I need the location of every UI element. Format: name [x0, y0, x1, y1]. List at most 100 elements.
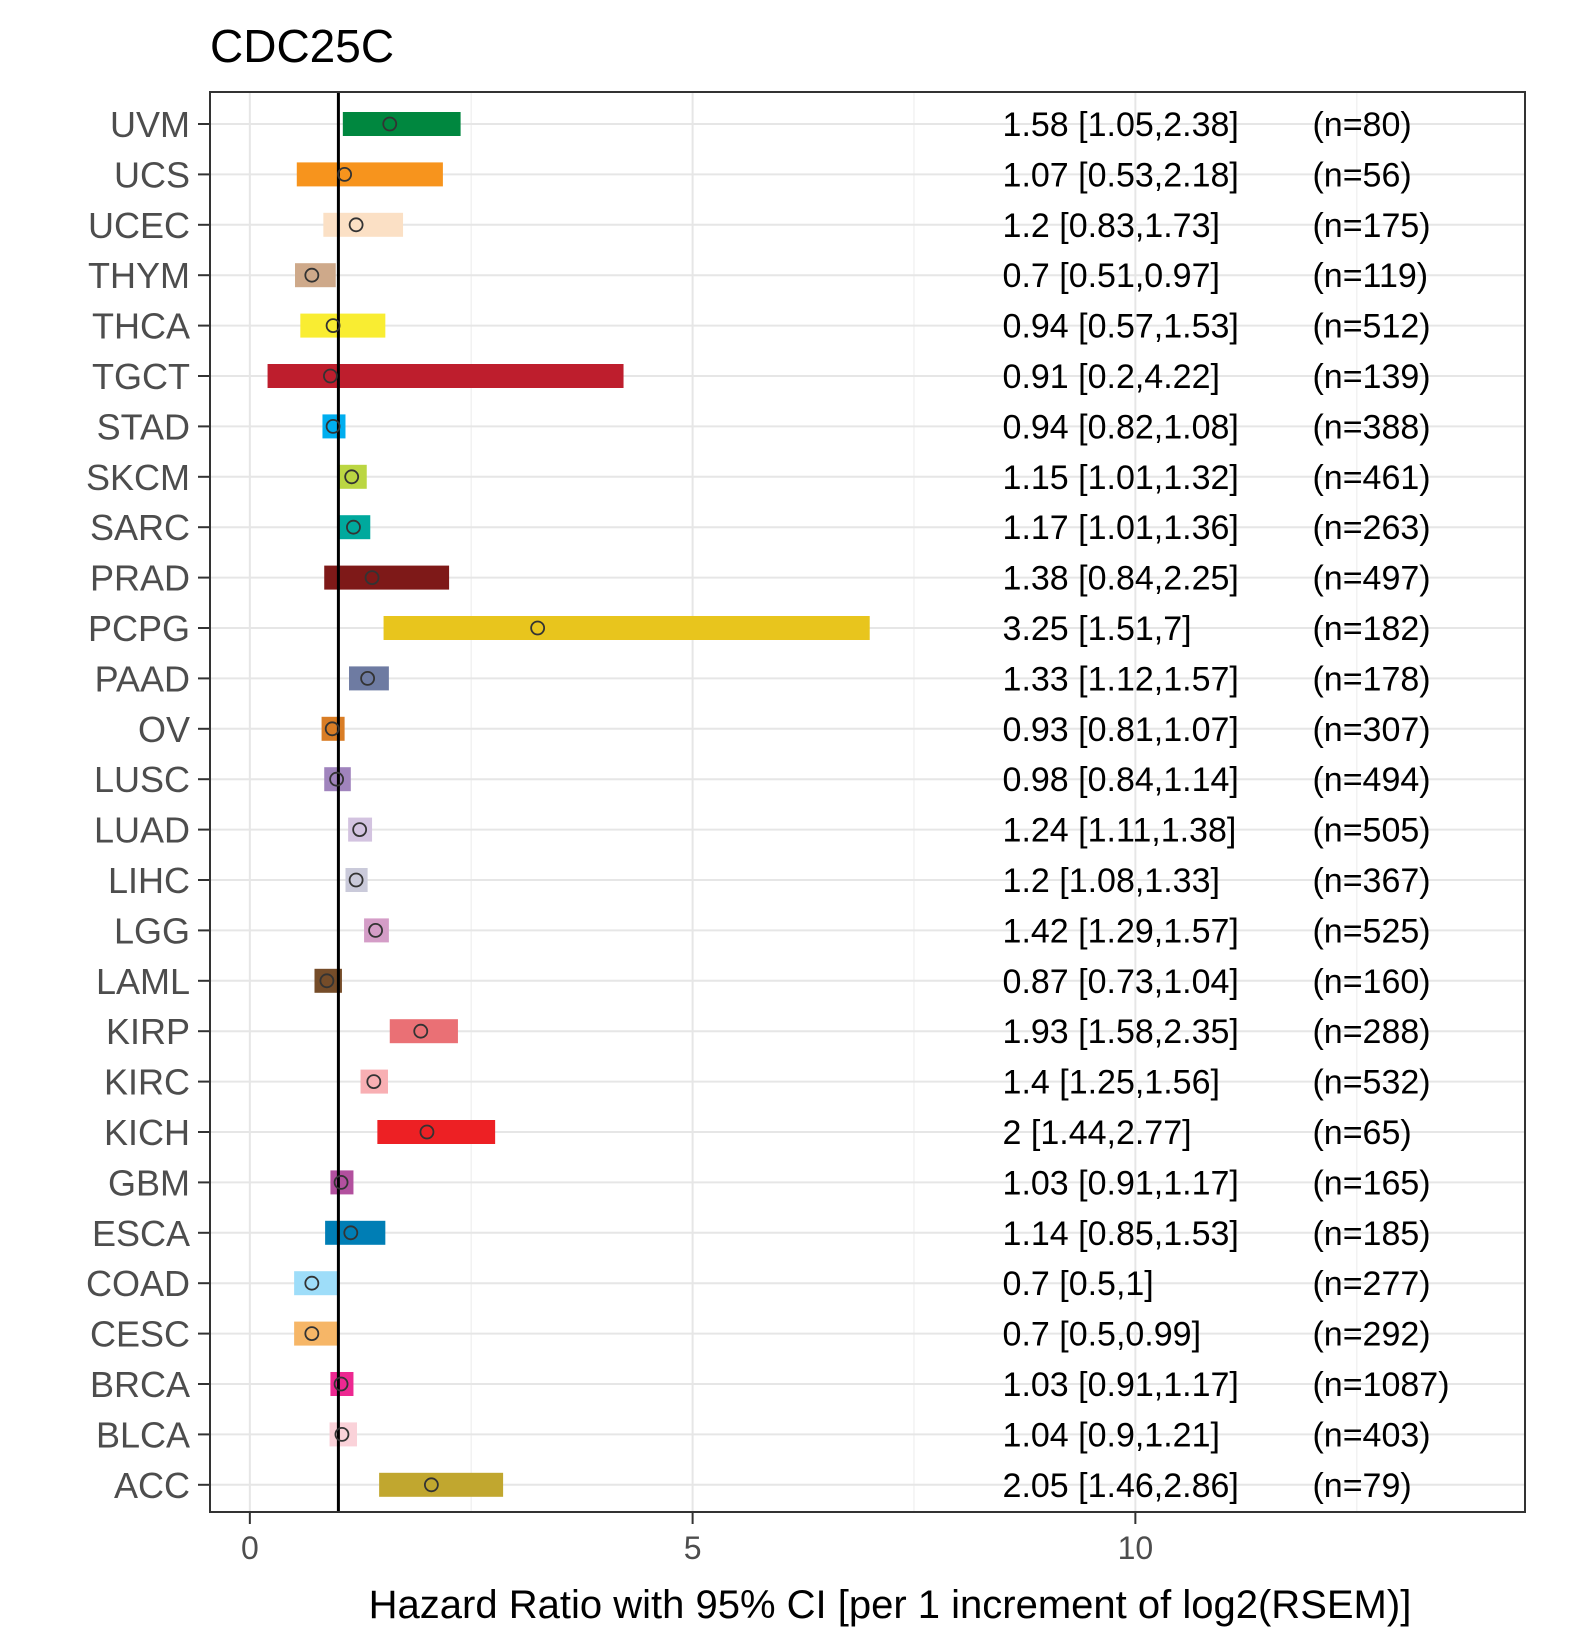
- x-tick-label: 5: [684, 1530, 702, 1566]
- y-tick-label-uvm: UVM: [110, 104, 190, 145]
- n-label-esca: (n=185): [1312, 1215, 1430, 1253]
- hr-point-lgg: [368, 923, 383, 938]
- n-label-kirc: (n=532): [1312, 1064, 1430, 1102]
- hr-point-laml: [319, 973, 335, 989]
- y-tick-label-ucs: UCS: [114, 154, 190, 195]
- y-tick-label-paad: PAAD: [95, 658, 190, 699]
- hr-point-uvm: [382, 116, 398, 132]
- hr-ci-label-cesc: 0.7 [0.5,0.99]: [1003, 1316, 1202, 1354]
- ci-bar-tgct: [267, 364, 624, 388]
- annotation-column: 1.58 [1.05,2.38] (n=80) 1.07 [0.53,2.18] (n…: [1003, 106, 1450, 1505]
- n-label-coad: (n=277): [1312, 1265, 1430, 1303]
- hr-point-coad: [304, 1275, 320, 1291]
- n-label-sarc: (n=263): [1312, 509, 1430, 547]
- n-label-luad: (n=505): [1312, 812, 1430, 850]
- hr-point-kirc: [366, 1074, 382, 1089]
- ci-bar-blca: [329, 1422, 357, 1447]
- y-tick-label-ucec: UCEC: [88, 205, 190, 246]
- ci-bar-pcpg: [383, 616, 870, 640]
- points-layer: [304, 116, 546, 1493]
- hr-point-lusc: [329, 771, 345, 787]
- y-tick-label-prad: PRAD: [90, 558, 190, 599]
- y-tick-label-kirp: KIRP: [106, 1011, 190, 1052]
- y-tick-label-laml: LAML: [96, 961, 190, 1002]
- n-label-paad: (n=178): [1312, 660, 1430, 698]
- hr-point-ucec: [348, 217, 364, 233]
- y-tick-label-tgct: TGCT: [92, 356, 190, 397]
- hr-point-brca: [333, 1376, 349, 1392]
- n-label-kirp: (n=288): [1312, 1013, 1430, 1051]
- x-tick-label: 0: [241, 1530, 259, 1566]
- hr-ci-label-ucec: 1.2 [0.83,1.73]: [1003, 207, 1220, 245]
- hr-ci-label-blca: 1.04 [0.9,1.21]: [1003, 1416, 1220, 1454]
- y-tick-label-luad: LUAD: [94, 810, 190, 851]
- n-label-ov: (n=307): [1312, 711, 1430, 749]
- hr-ci-label-skcm: 1.15 [1.01,1.32]: [1003, 459, 1239, 497]
- hr-point-stad: [325, 418, 341, 434]
- hr-point-prad: [364, 570, 380, 585]
- ci-bar-coad: [294, 1271, 339, 1296]
- y-tick-label-pcpg: PCPG: [88, 608, 190, 649]
- n-label-lusc: (n=494): [1312, 761, 1430, 799]
- hr-ci-label-stad: 0.94 [0.82,1.08]: [1003, 408, 1239, 446]
- ci-bar-brca: [330, 1372, 354, 1396]
- hr-point-paad: [360, 671, 376, 686]
- hr-ci-label-laml: 0.87 [0.73,1.04]: [1003, 963, 1239, 1001]
- hr-ci-label-kirp: 1.93 [1.58,2.35]: [1003, 1013, 1239, 1051]
- hr-ci-label-esca: 1.14 [0.85,1.53]: [1003, 1215, 1239, 1253]
- hr-point-cesc: [304, 1326, 320, 1341]
- y-tick-label-thca: THCA: [92, 306, 190, 347]
- n-label-thym: (n=119): [1312, 257, 1428, 295]
- hr-point-acc: [423, 1477, 439, 1493]
- n-label-prad: (n=497): [1312, 560, 1430, 598]
- hr-ci-label-paad: 1.33 [1.12,1.57]: [1003, 660, 1239, 698]
- y-tick-label-sarc: SARC: [90, 507, 190, 548]
- n-label-ucs: (n=56): [1312, 156, 1411, 194]
- hr-ci-label-uvm: 1.58 [1.05,2.38]: [1003, 106, 1239, 144]
- ci-bar-skcm: [339, 464, 367, 489]
- ci-bar-sarc: [339, 515, 371, 540]
- hr-ci-label-coad: 0.7 [0.5,1]: [1003, 1265, 1154, 1303]
- hr-ci-label-lusc: 0.98 [0.84,1.14]: [1003, 761, 1239, 799]
- ci-bar-kirp: [389, 1019, 458, 1044]
- ci-bar-ucs: [296, 162, 443, 187]
- hr-point-kich: [419, 1124, 435, 1140]
- ci-bar-thym: [295, 263, 336, 288]
- n-label-thca: (n=512): [1312, 308, 1430, 346]
- n-label-ucec: (n=175): [1312, 207, 1430, 245]
- hr-point-thca: [325, 318, 341, 334]
- n-label-uvm: (n=80): [1312, 106, 1411, 144]
- hr-point-gbm: [333, 1175, 349, 1190]
- hr-point-tgct: [323, 368, 338, 384]
- ci-bar-paad: [349, 666, 389, 691]
- n-label-acc: (n=79): [1312, 1467, 1411, 1505]
- ci-bar-esca: [325, 1220, 386, 1245]
- n-label-tgct: (n=139): [1312, 358, 1430, 396]
- x-axis: 0 5 10: [241, 1512, 1153, 1566]
- n-label-lgg: (n=525): [1312, 912, 1430, 950]
- bars-layer: [267, 112, 870, 1497]
- y-tick-label-lusc: LUSC: [94, 759, 190, 800]
- hr-ci-label-lihc: 1.2 [1.08,1.33]: [1003, 862, 1220, 900]
- n-label-stad: (n=388): [1312, 408, 1430, 446]
- y-tick-label-brca: BRCA: [90, 1364, 190, 1405]
- hr-ci-label-brca: 1.03 [0.91,1.17]: [1003, 1366, 1239, 1404]
- n-label-blca: (n=403): [1312, 1416, 1430, 1454]
- hr-ci-label-pcpg: 3.25 [1.51,7]: [1003, 610, 1192, 648]
- hr-ci-label-tgct: 0.91 [0.2,4.22]: [1003, 358, 1220, 396]
- hr-point-pcpg: [530, 620, 546, 636]
- y-tick-label-kirc: KIRC: [104, 1062, 190, 1103]
- ci-bar-uvm: [342, 112, 461, 136]
- hr-ci-label-thca: 0.94 [0.57,1.53]: [1003, 308, 1239, 346]
- ci-bar-luad: [348, 817, 373, 842]
- hr-ci-label-kich: 2 [1.44,2.77]: [1003, 1114, 1192, 1152]
- ci-bar-kich: [377, 1120, 496, 1144]
- hr-ci-label-acc: 2.05 [1.46,2.86]: [1003, 1467, 1239, 1505]
- hr-point-skcm: [344, 469, 360, 485]
- hr-ci-label-ucs: 1.07 [0.53,2.18]: [1003, 156, 1239, 194]
- x-tick-label: 10: [1118, 1530, 1154, 1566]
- y-tick-label-ov: OV: [138, 709, 190, 750]
- hr-point-blca: [334, 1427, 350, 1442]
- hr-ci-label-kirc: 1.4 [1.25,1.56]: [1003, 1064, 1220, 1102]
